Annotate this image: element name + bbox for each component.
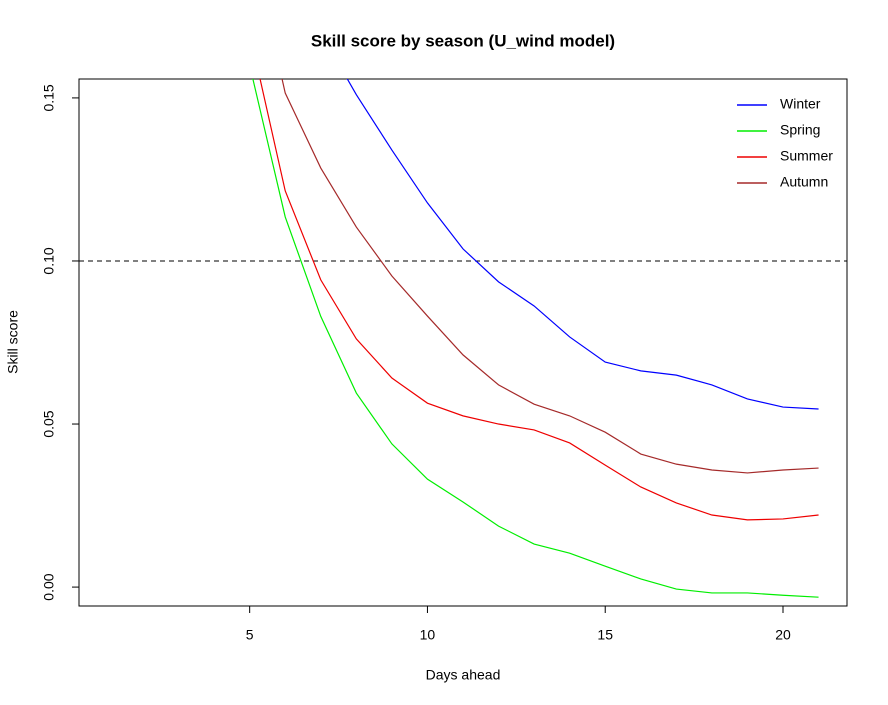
series-line — [259, 79, 819, 521]
legend-label: Summer — [780, 148, 833, 164]
plot-frame — [78, 78, 848, 607]
x-tick-label: 10 — [420, 627, 436, 643]
y-tick-label: 0.10 — [41, 247, 57, 274]
x-tick-label: 20 — [775, 627, 791, 643]
series-line — [346, 79, 819, 410]
legend-label: Winter — [780, 96, 821, 112]
plot-lines — [252, 79, 819, 598]
y-tick-label: 0.00 — [41, 573, 57, 600]
series-line — [281, 79, 819, 474]
legend-label: Spring — [780, 122, 820, 138]
x-axis-title: Days ahead — [426, 667, 501, 683]
y-tick-label: 0.15 — [41, 84, 57, 111]
series-line — [252, 79, 819, 598]
x-tick-label: 5 — [246, 627, 254, 643]
chart-title: Skill score by season (U_wind model) — [311, 31, 615, 50]
x-tick-label: 15 — [597, 627, 613, 643]
y-axis-title: Skill score — [5, 310, 21, 374]
legend-label: Autumn — [780, 174, 828, 190]
y-tick-label: 0.05 — [41, 410, 57, 437]
